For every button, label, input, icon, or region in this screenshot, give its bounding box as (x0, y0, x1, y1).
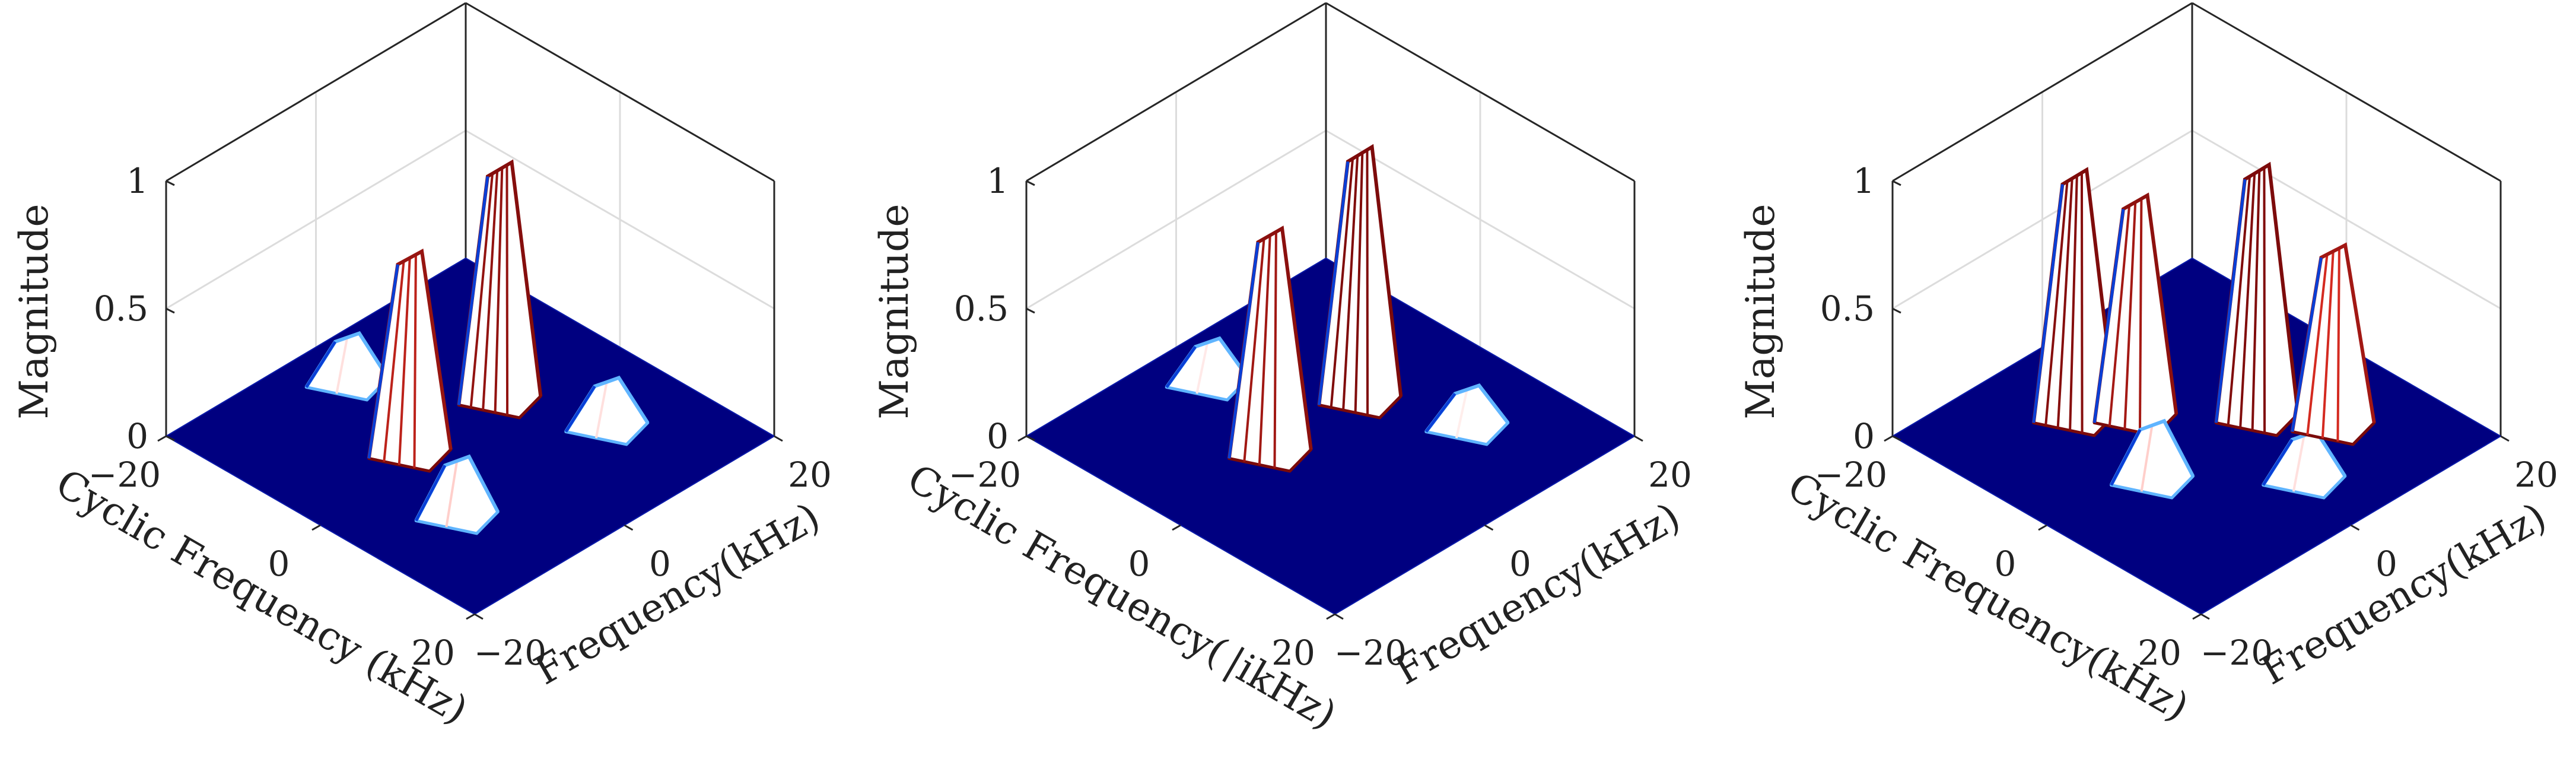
axis-edge (2192, 2, 2501, 182)
z-tick-label: 0 (1853, 416, 1875, 456)
x-tick-label: 0 (268, 544, 290, 584)
surface-floor (1891, 257, 2502, 615)
axes-box (1891, 2, 2502, 436)
z-tick-label: 0.5 (1820, 288, 1875, 329)
surface-peak (304, 331, 390, 402)
x-tick-label: 0 (1128, 544, 1150, 584)
z-tick-label: 0.5 (94, 288, 148, 329)
surface-peak (457, 159, 543, 420)
axes-box (1025, 2, 1636, 436)
axis-edge (1026, 2, 1327, 182)
surface-peak (564, 375, 650, 446)
z-tick-label: 0.5 (954, 288, 1009, 329)
y-tick-label: 0 (649, 544, 671, 584)
y-tick-label: 20 (1648, 455, 1692, 495)
axes-box (165, 2, 775, 436)
z-tick-label: 0 (987, 416, 1009, 456)
x-tick-label: 20 (411, 633, 455, 673)
surface-peak (1317, 144, 1403, 420)
surface-peak (1227, 226, 1313, 473)
y-tick-label: 0 (1509, 544, 1531, 584)
surface-peak (1165, 336, 1250, 402)
axis-edge (166, 2, 466, 182)
surface-peak (367, 248, 453, 473)
axis-edge (1325, 2, 1635, 182)
y-tick-label: −20 (474, 633, 546, 673)
surface-peak (2031, 167, 2117, 437)
z-axis-label: Magnitude (1738, 204, 1783, 419)
z-tick-label: 0 (126, 416, 148, 456)
z-tick-label: 1 (126, 161, 148, 201)
surface-peak (414, 454, 500, 535)
x-tick-label: 20 (2138, 633, 2181, 673)
z-axis-label: Magnitude (872, 204, 917, 419)
y-tick-label: −20 (1334, 633, 1407, 673)
z-axis-label: Magnitude (11, 204, 57, 419)
surface-peak (1424, 383, 1510, 446)
x-tick-label: 0 (1995, 544, 2017, 584)
z-tick-label: 1 (1853, 161, 1875, 201)
z-tick-label: 1 (987, 161, 1009, 201)
y-tick-label: 20 (2514, 455, 2558, 495)
x-tick-label: −20 (1815, 455, 1887, 495)
x-tick-label: 20 (1271, 633, 1315, 673)
surface-peak (2109, 418, 2195, 500)
y-tick-label: 0 (2375, 544, 2397, 584)
axis-edge (465, 2, 775, 182)
surface-peak (2214, 161, 2300, 437)
axis-edge (1892, 2, 2193, 182)
y-tick-label: −20 (2200, 633, 2273, 673)
surface-peak (2290, 242, 2376, 446)
y-tick-label: 20 (788, 455, 832, 495)
x-tick-label: −20 (949, 455, 1021, 495)
x-tick-label: −20 (88, 455, 161, 495)
